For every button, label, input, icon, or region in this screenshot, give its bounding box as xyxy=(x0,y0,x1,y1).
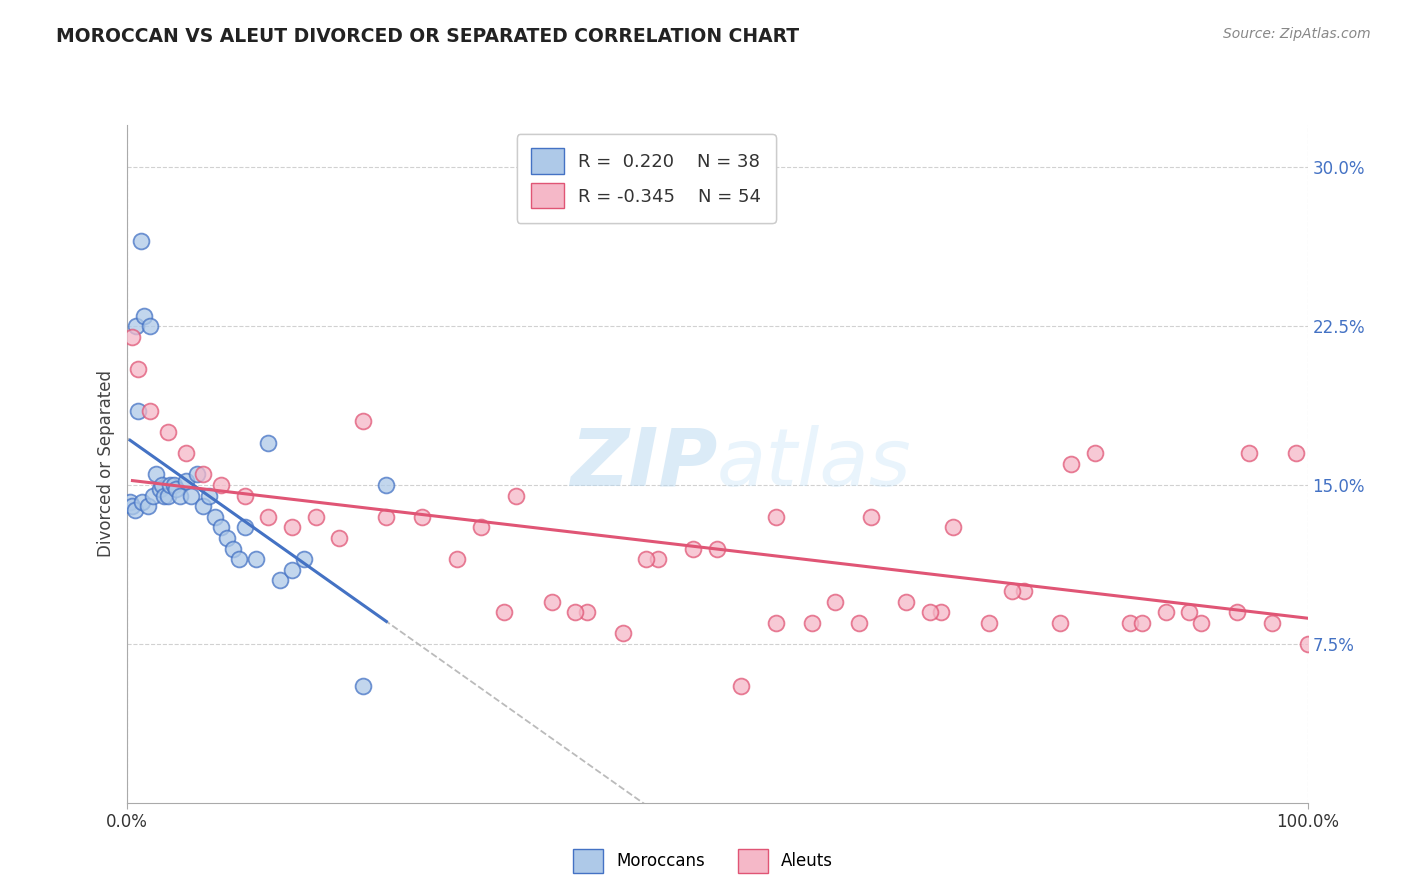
Point xyxy=(127,404,149,418)
Point xyxy=(180,489,202,503)
Point xyxy=(824,594,846,608)
Point xyxy=(1237,446,1260,460)
Point xyxy=(1012,583,1035,598)
Point xyxy=(269,574,291,588)
Point xyxy=(470,520,492,534)
Point xyxy=(730,679,752,693)
Point xyxy=(494,605,516,619)
Point xyxy=(848,615,870,630)
Point xyxy=(505,489,527,503)
Point xyxy=(129,235,152,249)
Point xyxy=(1189,615,1212,630)
Point xyxy=(257,435,280,450)
Point xyxy=(141,489,163,503)
Point xyxy=(706,541,728,556)
Point xyxy=(193,467,215,482)
Point xyxy=(156,489,179,503)
Text: MOROCCAN VS ALEUT DIVORCED OR SEPARATED CORRELATION CHART: MOROCCAN VS ALEUT DIVORCED OR SEPARATED … xyxy=(56,27,800,45)
Point xyxy=(124,503,146,517)
Point xyxy=(1084,446,1107,460)
Point xyxy=(127,361,149,376)
Point xyxy=(257,509,280,524)
Point xyxy=(446,552,468,566)
Point xyxy=(682,541,704,556)
Point xyxy=(228,552,250,566)
Point xyxy=(145,467,167,482)
Point xyxy=(800,615,823,630)
Point xyxy=(174,474,197,488)
Point xyxy=(1261,615,1284,630)
Point xyxy=(352,414,374,429)
Point xyxy=(121,500,143,514)
Point xyxy=(121,330,143,344)
Point xyxy=(612,626,634,640)
Point xyxy=(1049,615,1071,630)
Point xyxy=(292,552,315,566)
Point xyxy=(245,552,267,566)
Point xyxy=(165,482,187,496)
Point xyxy=(215,531,238,545)
Point xyxy=(131,495,153,509)
Point xyxy=(352,679,374,693)
Point xyxy=(765,509,787,524)
Point xyxy=(564,605,586,619)
Point xyxy=(1178,605,1201,619)
Point xyxy=(931,605,953,619)
Point xyxy=(636,552,658,566)
Point xyxy=(1154,605,1177,619)
Point xyxy=(375,509,398,524)
Point xyxy=(281,563,304,577)
Point xyxy=(411,509,433,524)
Point xyxy=(163,478,186,492)
Point xyxy=(209,478,232,492)
Point xyxy=(186,467,208,482)
Point xyxy=(222,541,245,556)
Point xyxy=(647,552,669,566)
Point xyxy=(233,520,256,534)
Point xyxy=(120,495,142,509)
Point xyxy=(125,319,148,334)
Point xyxy=(1060,457,1083,471)
Point xyxy=(894,594,917,608)
Point xyxy=(153,489,176,503)
Point xyxy=(918,605,941,619)
Point xyxy=(169,489,191,503)
Point xyxy=(204,509,226,524)
Point xyxy=(156,425,179,439)
Point xyxy=(375,478,398,492)
Point xyxy=(150,478,173,492)
Text: ZIP: ZIP xyxy=(569,425,717,503)
Point xyxy=(1285,446,1308,460)
Point xyxy=(576,605,599,619)
Point xyxy=(159,478,181,492)
Legend: Moroccans, Aleuts: Moroccans, Aleuts xyxy=(567,842,839,880)
Point xyxy=(765,615,787,630)
Point xyxy=(1130,615,1153,630)
Point xyxy=(139,319,162,334)
Point xyxy=(139,404,162,418)
Point xyxy=(149,482,172,496)
Point xyxy=(1119,615,1142,630)
Point xyxy=(328,531,350,545)
Point xyxy=(134,309,156,323)
Text: Source: ZipAtlas.com: Source: ZipAtlas.com xyxy=(1223,27,1371,41)
Point xyxy=(942,520,965,534)
Text: atlas: atlas xyxy=(717,425,912,503)
Legend: R =  0.220    N = 38, R = -0.345    N = 54: R = 0.220 N = 38, R = -0.345 N = 54 xyxy=(517,134,776,223)
Point xyxy=(1226,605,1249,619)
Point xyxy=(1001,583,1024,598)
Point xyxy=(233,489,256,503)
Point xyxy=(174,446,197,460)
Point xyxy=(198,489,221,503)
Point xyxy=(281,520,304,534)
Point xyxy=(304,509,326,524)
Point xyxy=(209,520,232,534)
Y-axis label: Divorced or Separated: Divorced or Separated xyxy=(97,370,115,558)
Point xyxy=(1296,637,1319,651)
Point xyxy=(540,594,562,608)
Point xyxy=(193,500,215,514)
Point xyxy=(977,615,1000,630)
Point xyxy=(859,509,882,524)
Point xyxy=(136,500,159,514)
